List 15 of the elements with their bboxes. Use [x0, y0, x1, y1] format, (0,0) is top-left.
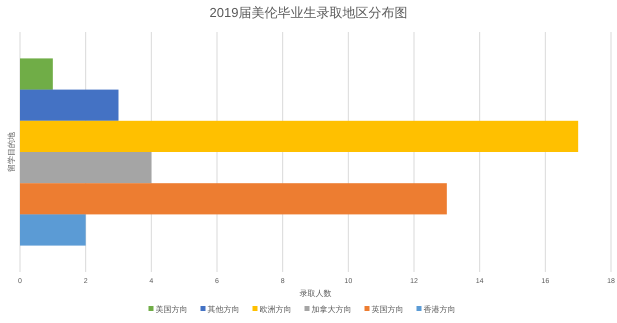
x-axis-title: 录取人数: [300, 289, 332, 298]
bar: [20, 214, 86, 246]
legend-label: 加拿大方向: [312, 305, 352, 314]
bar: [20, 90, 118, 121]
legend-label: 其他方向: [208, 305, 240, 314]
chart-title: 2019届美伦毕业生录取地区分布图: [210, 5, 408, 20]
legend-label: 香港方向: [424, 305, 456, 314]
legend-label: 欧洲方向: [260, 305, 292, 314]
legend-label: 英国方向: [372, 305, 404, 314]
bar: [20, 120, 578, 152]
legend-label: 美国方向: [156, 305, 188, 314]
bar: [20, 58, 53, 90]
y-axis-title: 留学目的地: [7, 132, 16, 172]
bar: [20, 183, 447, 214]
bar: [20, 152, 152, 184]
